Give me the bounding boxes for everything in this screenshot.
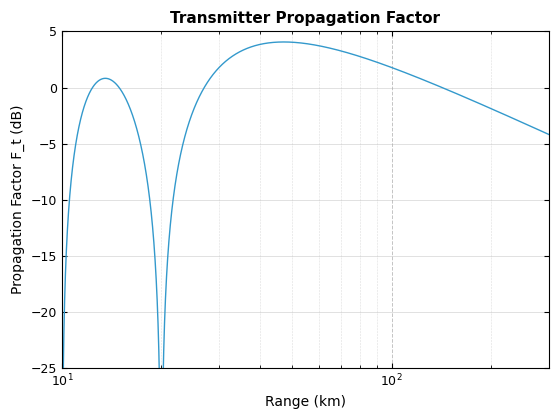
Title: Transmitter Propagation Factor: Transmitter Propagation Factor	[170, 11, 441, 26]
Y-axis label: Propagation Factor F_t (dB): Propagation Factor F_t (dB)	[11, 105, 25, 294]
X-axis label: Range (km): Range (km)	[265, 395, 346, 409]
